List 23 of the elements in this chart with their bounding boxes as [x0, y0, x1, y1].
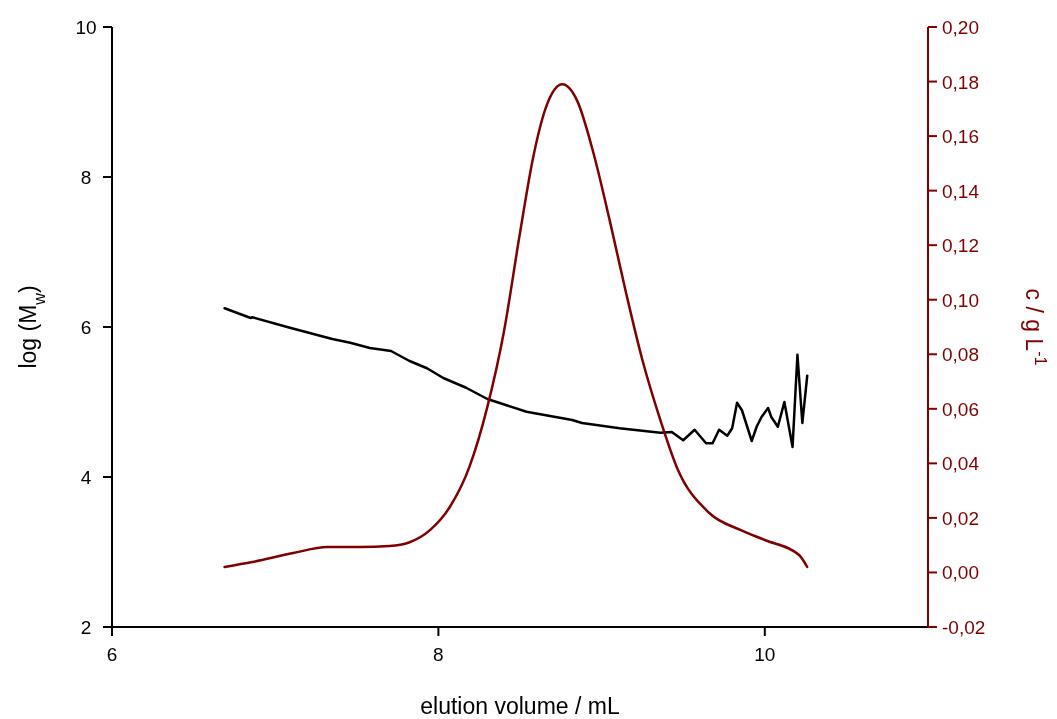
y-tick-label: 2 — [80, 617, 92, 638]
x-tick-label: 8 — [433, 644, 444, 665]
y-tick-label: 4 — [80, 467, 92, 488]
line-series — [223, 83, 809, 569]
x-tick-label: 10 — [754, 644, 776, 665]
y2-tick-label: 0,16 — [942, 126, 979, 148]
y2-tick-label: 0,00 — [942, 562, 979, 584]
y-tick-label: 6 — [80, 317, 92, 338]
y2-tick-label: -0,02 — [942, 617, 986, 638]
x-tick-label: 6 — [106, 644, 118, 665]
y2-tick-label: 0,10 — [942, 289, 979, 311]
y-tick-label: 8 — [80, 167, 92, 188]
y2-tick-label: 0,12 — [942, 235, 979, 257]
y2-tick-label: 0,04 — [942, 453, 980, 475]
y2-tick-label: 0,02 — [942, 507, 979, 529]
y2-tick-label: 0,14 — [942, 180, 980, 202]
y2-tick-label: 0,06 — [942, 398, 979, 420]
y-tick-label: 10 — [75, 17, 97, 38]
line-series — [223, 307, 809, 449]
y2-tick-label: 0,08 — [942, 344, 979, 366]
x-axis-title: elution volume / mL — [420, 693, 620, 719]
y2-tick-label: 0,18 — [942, 71, 979, 93]
y2-tick-label: 0,20 — [942, 17, 979, 38]
